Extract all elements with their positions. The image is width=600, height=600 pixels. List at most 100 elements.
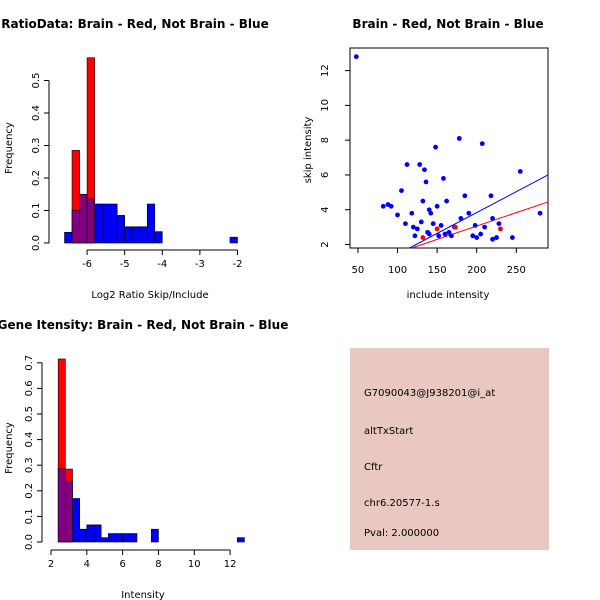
ratio-histogram-panel: RatioData: Brain - Red, Not Brain - Blue…: [1, 17, 268, 301]
ratio-histogram-bars: [64, 57, 238, 244]
scatter-point-blue: [418, 219, 424, 225]
ratio-y-tick-label: 0.1: [31, 203, 42, 219]
intensity-y-tick-label: 0.6: [24, 380, 35, 396]
intensity-histogram-bars: [57, 358, 245, 543]
scatter-point-blue: [410, 224, 416, 230]
scatter-x-tick-label: 100: [388, 265, 407, 276]
scatter-x-tick-label: 50: [352, 265, 365, 276]
scatter-point-blue: [399, 188, 404, 194]
ratio-red-bar: [86, 57, 95, 200]
scatter-point-blue: [446, 229, 452, 235]
ratio-blue-bar: [109, 203, 118, 244]
scatter-title: Brain - Red, Not Brain - Blue: [352, 17, 543, 31]
scatter-point-blue: [409, 210, 415, 216]
ratio-histogram-xlabel: Log2 Ratio Skip/Include: [91, 290, 208, 301]
intensity-y-tick-label: 0.1: [24, 508, 35, 524]
ratio-x-tick-label: -5: [120, 259, 130, 270]
intensity-histogram-title: Gene Itensity: Brain - Red, Not Brain - …: [0, 318, 288, 332]
scatter-point-blue: [490, 216, 495, 221]
intensity-red-bar: [65, 468, 73, 483]
scatter-point-blue: [428, 210, 434, 216]
scatter-point-blue: [496, 221, 502, 227]
scatter-point-blue: [456, 136, 462, 141]
scatter-point-blue: [517, 169, 523, 174]
scatter-point-red: [420, 235, 426, 240]
scatter-point-blue: [444, 198, 450, 204]
intensity-blue-bar: [86, 524, 95, 543]
intensity-overlap-bar: [57, 468, 66, 543]
ratio-blue-bar: [146, 203, 156, 244]
scatter-panel: Brain - Red, Not Brain - Blue include in…: [303, 17, 549, 301]
scatter-point-blue: [472, 222, 478, 228]
ratio-histogram-title: RatioData: Brain - Red, Not Brain - Blue: [1, 17, 268, 31]
intensity-blue-bar: [100, 537, 109, 543]
scatter-point-blue: [426, 231, 432, 237]
intensity-blue-bar: [129, 533, 138, 543]
ratio-blue-bar: [101, 203, 110, 244]
info-panel: G7090043@J938201@i_at altTxStart Cftr ch…: [350, 348, 549, 550]
ratio-blue-bar: [139, 226, 148, 244]
scatter-point-blue: [478, 231, 484, 237]
info-gene: Cftr: [364, 462, 383, 473]
scatter-point-blue: [482, 224, 488, 230]
scatter-y-tick-label: 8: [320, 137, 331, 143]
scatter-point-blue: [420, 198, 426, 204]
scatter-fit-line-red: [411, 201, 549, 249]
scatter-x-tick-label: 200: [467, 265, 486, 276]
scatter-point-blue: [488, 193, 494, 199]
intensity-x-tick-label: 12: [224, 559, 237, 570]
intensity-y-tick-label: 0.0: [24, 534, 35, 550]
scatter-point-blue: [537, 210, 543, 216]
scatter-point-blue: [395, 212, 400, 218]
scatter-points: [353, 54, 543, 242]
scatter-ylabel: skip intensity: [303, 117, 314, 184]
ratio-x-tick-label: -2: [232, 259, 242, 270]
scatter-y-tick-label: 10: [320, 99, 331, 112]
ratio-overlap-bar: [79, 193, 88, 244]
intensity-blue-bar: [122, 533, 131, 543]
intensity-blue-bar: [93, 524, 102, 543]
scatter-point-blue: [434, 203, 440, 209]
ratio-blue-bar: [154, 231, 163, 244]
scatter-point-blue: [422, 167, 427, 173]
scatter-point-blue: [458, 216, 464, 221]
ratio-histogram-axes: -6 -5 -4 -3 -2 0.0 0.1 0.2 0.3 0.4 0.5: [31, 73, 242, 270]
scatter-point-blue: [414, 226, 420, 232]
info-location: chr6.20577-1.s: [364, 498, 440, 509]
info-box: [350, 348, 549, 550]
intensity-x-tick-label: 4: [84, 559, 90, 570]
scatter-point-blue: [353, 54, 359, 60]
ratio-red-bar: [71, 150, 80, 211]
info-pval: Pval: 2.000000: [364, 528, 439, 539]
intensity-blue-bar: [115, 533, 123, 543]
ratio-x-tick-label: -6: [82, 259, 92, 270]
scatter-point-red: [498, 226, 503, 232]
scatter-point-blue: [474, 235, 480, 240]
scatter-x-tick-label: 150: [428, 265, 447, 276]
intensity-x-tick-label: 2: [48, 559, 54, 570]
ratio-y-tick-label: 0.5: [31, 73, 42, 89]
ratio-histogram-ylabel: Frequency: [4, 122, 15, 174]
scatter-fit-lines: [409, 174, 549, 249]
intensity-x-tick-label: 8: [155, 559, 161, 570]
scatter-point-blue: [417, 162, 423, 167]
scatter-point-blue: [438, 222, 444, 228]
ratio-y-tick-label: 0.3: [31, 138, 42, 154]
intensity-histogram-panel: Gene Itensity: Brain - Red, Not Brain - …: [0, 318, 288, 600]
scatter-y-tick-label: 4: [320, 207, 331, 213]
scatter-point-blue: [436, 233, 442, 239]
scatter-x-tick-label: 250: [507, 265, 526, 276]
scatter-plot-box: [349, 47, 549, 249]
intensity-y-tick-label: 0.3: [24, 457, 35, 473]
scatter-point-blue: [466, 210, 472, 216]
scatter-xlabel: include intensity: [407, 290, 490, 301]
intensity-blue-bar: [108, 533, 116, 543]
scatter-point-blue: [509, 235, 515, 240]
ratio-y-tick-label: 0.4: [31, 105, 42, 121]
scatter-fit-line-blue: [409, 174, 549, 249]
scatter-point-red: [452, 224, 458, 230]
intensity-histogram-ylabel: Frequency: [4, 422, 15, 474]
scatter-point-blue: [433, 144, 438, 150]
intensity-y-tick-label: 0.4: [24, 432, 35, 448]
scatter-point-blue: [430, 221, 436, 227]
